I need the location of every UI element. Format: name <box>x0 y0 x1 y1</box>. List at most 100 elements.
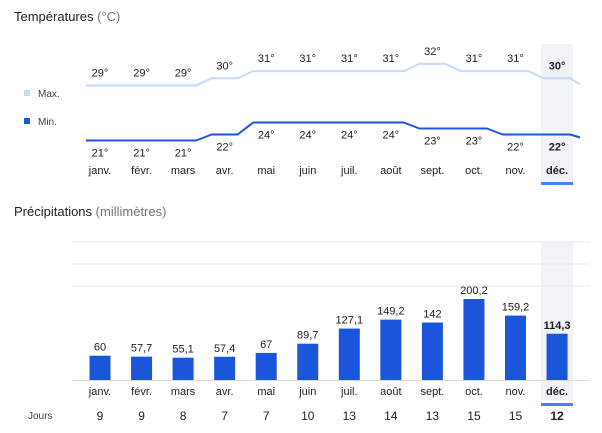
temperature-chart: 29° 29° 29° 30° 31° 31° 31° 31° 32° 31° 31° 30° 21° 2… <box>86 46 581 177</box>
temperature-unit: (°C) <box>97 9 121 24</box>
rainy-days-value: 10 <box>301 409 315 423</box>
precipitation-chart: 60 janv. 57,7 févr. 55,1 mars 57,4 avr. 67 mai 89,… <box>88 285 571 398</box>
precipitation-bar <box>214 356 236 380</box>
selected-month-underline-precipitation <box>541 403 574 406</box>
days-label: Jours <box>28 411 52 422</box>
precipitation-month-label: juil. <box>340 386 358 398</box>
precipitation-value-label: 67 <box>260 339 272 351</box>
precipitation-bar <box>463 299 485 380</box>
rainy-days-value: 14 <box>384 409 398 423</box>
min-temperature-label: 21° <box>133 148 150 160</box>
rainy-days-value: 15 <box>467 409 481 423</box>
precipitation-month-label: mai <box>257 386 275 398</box>
precipitation-month-label: janv. <box>88 386 111 398</box>
min-temperature-label: 23° <box>424 136 441 148</box>
temperature-title-text: Températures <box>14 9 94 24</box>
max-temperature-label: 30° <box>549 60 566 72</box>
rainy-days-value: 9 <box>138 409 145 423</box>
temperature-month-label: janv. <box>88 165 111 177</box>
rainy-days-row: 9 9 8 7 7 10 13 14 13 15 15 12 <box>97 409 564 423</box>
precipitation-month-label: oct. <box>465 386 483 398</box>
precipitation-month-label: avr. <box>216 386 234 398</box>
precipitation-title-text: Précipitations <box>14 204 93 219</box>
precipitation-value-label: 57,7 <box>131 343 152 355</box>
precipitation-title: Précipitations (millimètres) <box>14 204 166 219</box>
temperature-month-label: avr. <box>216 165 234 177</box>
precipitation-value-label: 55,1 <box>172 344 193 356</box>
selected-month-column-temperature <box>541 44 574 183</box>
precipitation-month-label: juin <box>298 386 316 398</box>
rainy-days-value: 12 <box>550 409 564 423</box>
min-temperature-label: 22° <box>507 142 524 154</box>
temperature-month-label: oct. <box>465 165 483 177</box>
rainy-days-value: 13 <box>426 409 440 423</box>
precipitation-bar <box>172 357 194 380</box>
max-temperature-label: 31° <box>341 53 358 65</box>
max-temperature-label: 29° <box>92 68 109 80</box>
precipitation-bar <box>380 319 402 380</box>
selected-month-underline-temperature <box>541 182 574 185</box>
temperature-month-label: nov. <box>506 165 526 177</box>
min-temperature-label: 22° <box>549 142 566 154</box>
precipitation-bar <box>505 315 526 380</box>
max-temperature-label: 32° <box>424 46 441 58</box>
selected-month-highlights <box>541 44 574 406</box>
max-temperature-label: 29° <box>175 68 192 80</box>
legend-min-swatch <box>24 118 30 124</box>
rainy-days-value: 7 <box>221 409 228 423</box>
precipitation-value-label: 159,2 <box>502 302 530 314</box>
max-temperature-label: 30° <box>216 60 233 72</box>
rainy-days-value: 8 <box>180 409 187 423</box>
temperature-month-label: déc. <box>546 165 568 177</box>
precipitation-value-label: 149,2 <box>377 306 405 318</box>
min-temperature-label: 22° <box>216 142 233 154</box>
precipitation-value-label: 89,7 <box>297 330 318 342</box>
min-temperature-label: 21° <box>92 148 109 160</box>
temperature-title: Températures (°C) <box>14 9 120 24</box>
temperature-month-label: mai <box>257 165 275 177</box>
temperature-month-label: févr. <box>131 165 152 177</box>
min-temperature-label: 24° <box>341 130 358 142</box>
precipitation-month-label: déc. <box>546 386 568 398</box>
precipitation-value-label: 57,4 <box>214 343 235 355</box>
max-temperature-label: 31° <box>299 53 316 65</box>
rainy-days-value: 9 <box>97 409 104 423</box>
rainy-days-value: 15 <box>509 409 523 423</box>
min-temperature-label: 24° <box>299 130 316 142</box>
min-temperature-label: 21° <box>175 148 192 160</box>
min-temperature-label: 24° <box>258 130 275 142</box>
precipitation-month-label: mars <box>171 386 196 398</box>
max-temperature-label: 31° <box>383 53 400 65</box>
temperature-month-label: mars <box>171 165 196 177</box>
precipitation-value-label: 114,3 <box>544 320 571 332</box>
precipitation-month-label: sept. <box>420 386 444 398</box>
legend-max-label: Max. <box>38 89 60 100</box>
precipitation-bar <box>421 322 443 380</box>
legend-max-swatch <box>24 90 30 96</box>
precipitation-value-label: 60 <box>94 342 106 354</box>
rainy-days-value: 7 <box>263 409 270 423</box>
precipitation-bar <box>89 355 111 380</box>
temperature-month-label: sept. <box>420 165 444 177</box>
min-temperature-label: 23° <box>466 136 483 148</box>
max-temperature-label: 29° <box>133 68 150 80</box>
precipitation-bar <box>255 352 277 380</box>
precipitation-value-label: 200,2 <box>460 285 488 297</box>
precipitation-bar <box>338 328 360 380</box>
precipitation-unit: (millimètres) <box>95 204 167 219</box>
min-temperature-label: 24° <box>383 130 400 142</box>
precipitation-bar <box>131 356 153 380</box>
rainy-days-value: 13 <box>343 409 357 423</box>
temperature-legend: Max. Min. <box>24 89 60 128</box>
max-temperature-label: 31° <box>466 53 483 65</box>
precipitation-bar <box>546 333 568 380</box>
precipitation-value-label: 142 <box>423 309 441 321</box>
precipitation-month-label: févr. <box>131 386 152 398</box>
precipitation-month-label: nov. <box>506 386 526 398</box>
max-temperature-label: 31° <box>507 53 524 65</box>
temperature-month-label: juil. <box>340 165 358 177</box>
precipitation-gridlines <box>72 241 590 381</box>
temperature-month-label: août <box>380 165 401 177</box>
legend-min-label: Min. <box>38 117 57 128</box>
